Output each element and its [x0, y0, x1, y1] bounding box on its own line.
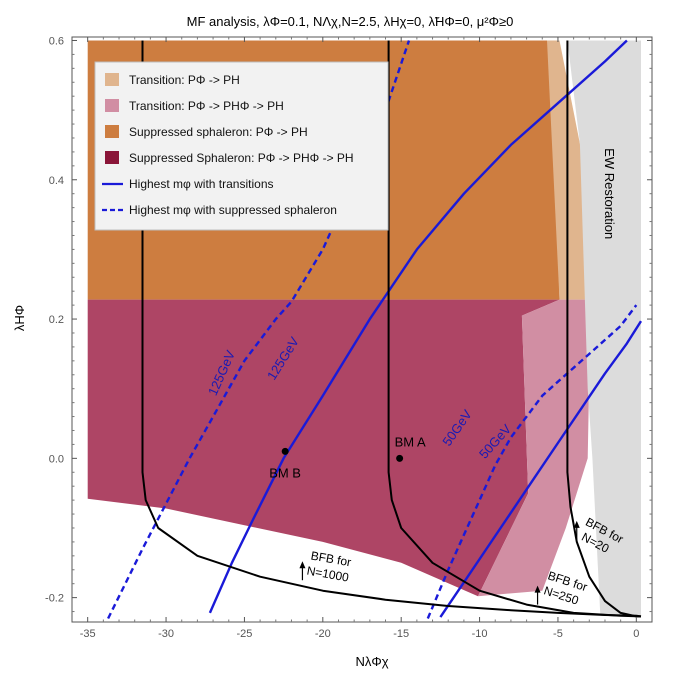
legend-swatch-3 [105, 151, 119, 164]
x-tick-label: -35 [80, 628, 96, 640]
x-tick-label: 0 [633, 628, 639, 640]
region-transition-p-ph-ph [478, 299, 602, 597]
legend-swatch-1 [105, 99, 119, 112]
legend-swatch-2 [105, 125, 119, 138]
bfb-arrowhead-n250 [534, 585, 541, 593]
curve-highest-m-with-suppressed-sphaleron-50gev [426, 304, 638, 619]
curve-highest-m-with-transitions-50gev [439, 320, 643, 618]
curve-bfb-n-250 [387, 40, 642, 618]
legend-swatch-0 [105, 73, 119, 86]
y-tick-label: 0.6 [49, 35, 64, 47]
legend-label-0: Transition: PΦ -> PH [129, 73, 240, 87]
legend-label-2: Suppressed sphaleron: PΦ -> PH [129, 125, 308, 139]
x-tick-label: -5 [553, 628, 563, 640]
benchmark-label-bm-b: BM B [269, 465, 301, 480]
y-tick-label: 0.0 [49, 453, 64, 465]
benchmark-point-bm-a [396, 454, 404, 462]
curve-layer [107, 39, 643, 620]
legend-box [94, 61, 389, 231]
curve-highest-m-with-transitions-125gev [208, 39, 628, 614]
ew-restoration-label: EW Restoration [602, 148, 617, 239]
y-tick-label: -0.2 [45, 593, 64, 605]
legend: Transition: PΦ -> PH Transition: PΦ -> PH… [94, 61, 389, 231]
x-tick-label: -10 [472, 628, 488, 640]
bfb-arrowhead-n20 [573, 520, 580, 528]
region-suppressed-sphaleron-p-ph-ph [87, 299, 560, 597]
bfb-arrowhead-n1000 [299, 561, 306, 569]
x-axis-label: NλΦχ [355, 654, 388, 669]
legend-label-1: Transition: PΦ -> PHΦ -> PH [129, 99, 284, 113]
curve-highest-m-with-suppressed-sphaleron-125gev [107, 40, 411, 620]
curve-bfb-n-20 [566, 40, 641, 618]
y-tick-label: 0.4 [49, 175, 64, 187]
titles: MF analysis, λΦ=0.1, NΛχ,N=2.5, λHχ=0, λ… [12, 14, 513, 669]
chart-title: MF analysis, λΦ=0.1, NΛχ,N=2.5, λHχ=0, λ… [187, 14, 514, 29]
x-tick-label: -25 [236, 628, 252, 640]
region-ew-restoration [567, 40, 641, 615]
benchmark-point-bm-b [281, 447, 289, 455]
y-tick-label: 0.2 [49, 314, 64, 326]
legend-label-4: Highest mφ with transitions [129, 177, 274, 191]
legend-label-3: Suppressed Sphaleron: PΦ -> PHΦ -> PH [129, 151, 354, 165]
x-tick-label: -15 [393, 628, 409, 640]
benchmark-label-bm-a: BM A [395, 434, 426, 449]
plot-frame [71, 36, 653, 623]
benchmark-points: BM A BM B [269, 434, 426, 480]
y-axis-label: λHΦ [12, 305, 27, 331]
bfb-text-n1000-a: BFB for [310, 548, 353, 569]
x-tick-label: -20 [315, 628, 331, 640]
legend-label-5: Highest mφ with suppressed sphaleron [129, 203, 337, 217]
axes: -35 -30 -25 -20 -15 -10 -5 0 -0.2 0.0 0.2 0.4 0.6 [45, 35, 653, 640]
x-tick-label: -30 [158, 628, 174, 640]
